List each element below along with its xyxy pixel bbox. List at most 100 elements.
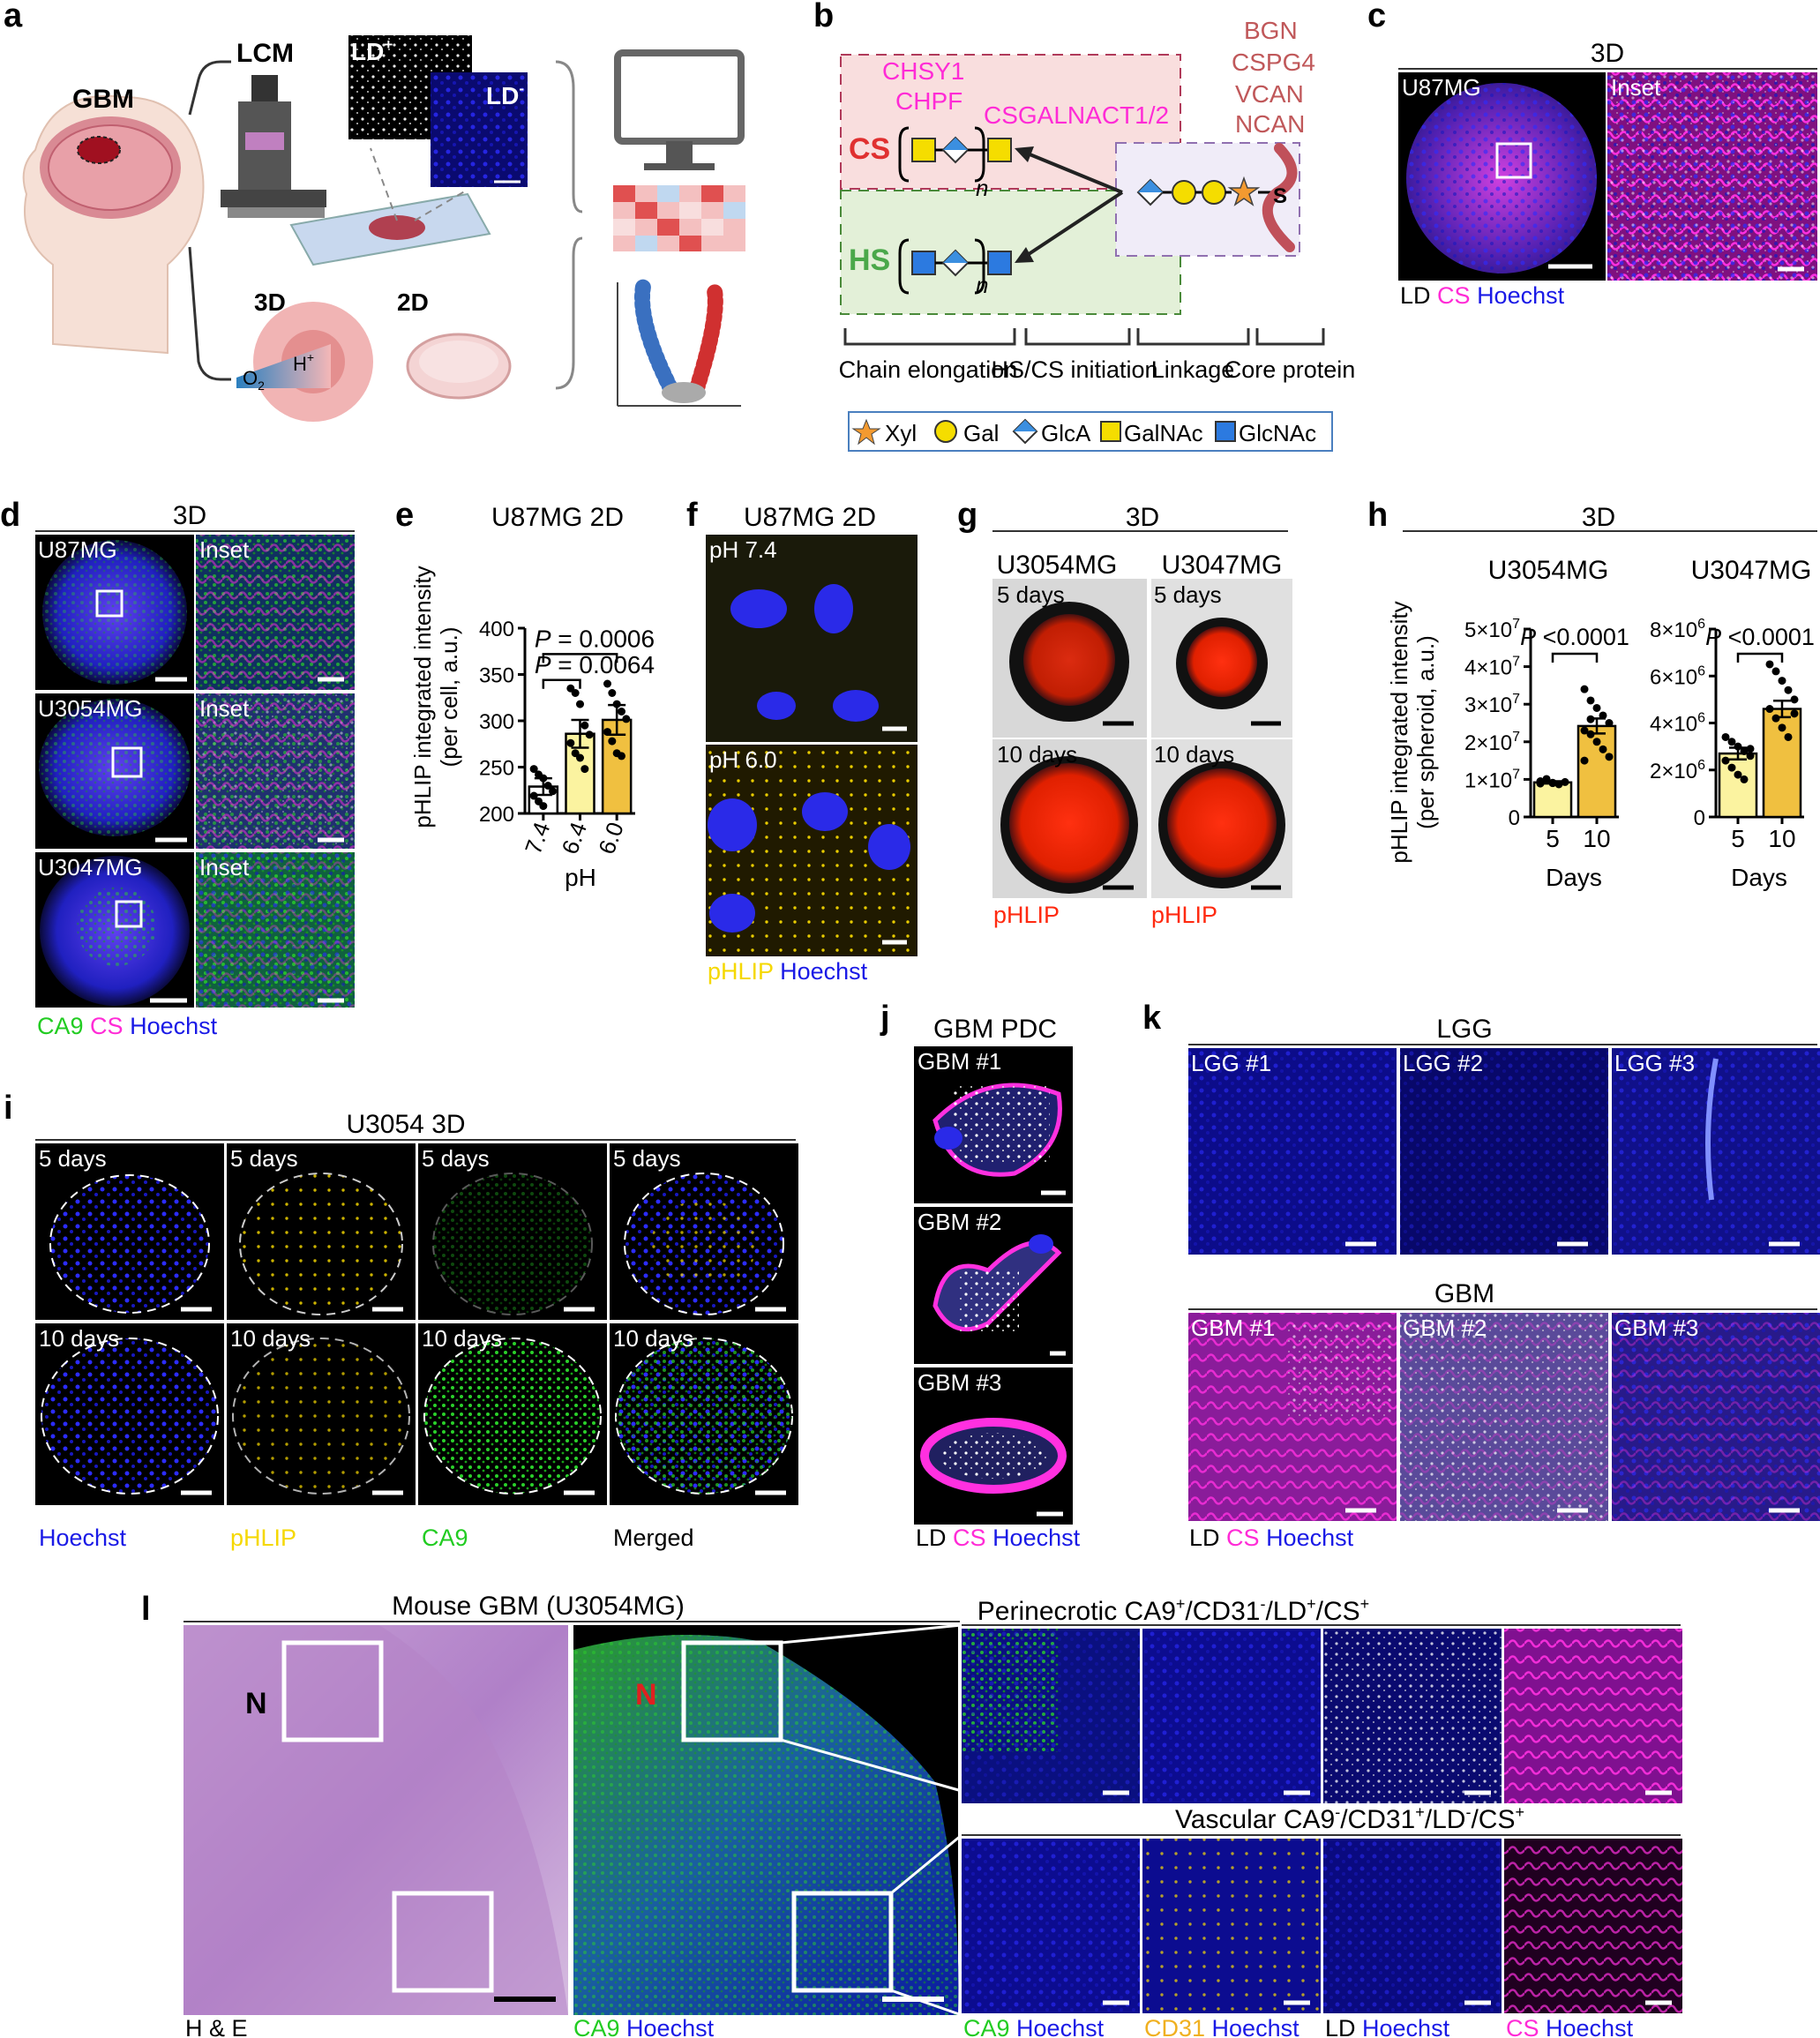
j-ld	[953, 1085, 1050, 1165]
data-point	[1580, 756, 1589, 765]
dashed-connector-2	[414, 189, 468, 221]
l-peri-ca9-texture	[962, 1629, 1140, 1803]
y-tick-label: 2×106	[1650, 758, 1705, 783]
y-tick-label: 350	[479, 664, 514, 688]
y-tick-label: 250	[479, 757, 514, 781]
data-point	[1765, 660, 1774, 669]
bar	[1532, 781, 1573, 819]
serine-s: S	[1273, 184, 1287, 208]
panel-letter-a: a	[4, 0, 23, 34]
k-gbm-1-label: GBM #1	[1191, 1315, 1275, 1341]
k-gbm-3-magenta	[1612, 1313, 1820, 1521]
section-linkage: Linkage	[1151, 356, 1235, 383]
data-point	[608, 737, 617, 746]
bracket-top	[555, 60, 583, 214]
data-point	[1580, 726, 1589, 735]
g-phlip-signal	[1187, 626, 1257, 697]
data-point	[1721, 756, 1730, 765]
cs-repeat-unit	[898, 126, 1012, 183]
chart-e: U87MG 2D pHLIP integrated intensity(per …	[409, 503, 655, 891]
significance-bracket	[1736, 652, 1784, 663]
l-he-box-bottom	[392, 1891, 494, 1993]
data-point	[539, 802, 548, 811]
panel-c: 3D U87MG Inset LD CS Hoechst	[1398, 39, 1817, 309]
i-label: 10 days	[422, 1325, 502, 1352]
k-gbm-2-label: GBM #2	[1403, 1315, 1487, 1341]
i-label: 10 days	[613, 1325, 693, 1352]
data-point	[1784, 732, 1793, 741]
d-row-2	[35, 693, 355, 849]
f-nucleus	[708, 798, 757, 851]
c-inset-ld	[1607, 72, 1817, 281]
i-label: 10 days	[230, 1325, 311, 1352]
j-row-2: GBM #2	[917, 1209, 1001, 1235]
i-label: 5 days	[230, 1145, 298, 1172]
d-row-2-label: U3054MG	[38, 695, 143, 722]
data-point	[1586, 696, 1595, 705]
f-ph60-label: pH 6.0	[709, 746, 777, 773]
three-d-label: 3D	[254, 288, 286, 316]
y-tick-label: 0	[1509, 806, 1520, 830]
hs-repeat-unit	[898, 238, 1012, 295]
panel-j: GBM PDC GBM #1 GBM #2 GBM #3 LD CS Hoech…	[914, 1015, 1081, 1551]
panel-letter-b: b	[813, 0, 834, 34]
branch-arrow-down	[188, 246, 231, 381]
i-channel-hoechst: Hoechst	[39, 1525, 127, 1551]
microscope-illustration	[221, 75, 326, 218]
hs-n: n	[976, 272, 988, 298]
legend-xyl: Xyl	[885, 420, 917, 446]
core-protein-curve	[1262, 143, 1298, 252]
data-point	[603, 728, 611, 737]
i-title: U3054 3D	[346, 1110, 465, 1139]
data-point	[543, 782, 552, 790]
panel-d-title: 3D	[173, 501, 206, 530]
section-initiation: HS/CS initiation	[991, 356, 1157, 383]
heatmap-icon	[613, 185, 745, 251]
monitor-icon	[614, 49, 745, 170]
arrowhead-hs	[1015, 247, 1034, 263]
y-tick-label: 4×107	[1464, 655, 1520, 680]
f-title: U87MG 2D	[744, 503, 876, 532]
d-row-1-inset-label: Inset	[199, 536, 250, 563]
c-legend: LD CS Hoechst	[1400, 282, 1565, 309]
data-point	[1746, 745, 1755, 753]
l-peri-cs-texture	[1504, 1629, 1682, 1803]
y-tick-label: 0	[1694, 806, 1705, 830]
section-core: Core protein	[1225, 356, 1356, 383]
g-d10-1: 10 days	[997, 741, 1077, 768]
y-tick-label: 2×107	[1464, 730, 1520, 755]
panel-b: CHSY1 CHPF CSGALNACT1/2 CS HS n n	[839, 17, 1356, 452]
legend-gal-icon	[934, 420, 957, 443]
data-point	[571, 689, 580, 697]
l-ca9-label: CA9 Hoechst	[573, 2015, 715, 2038]
g-phlip-1: pHLIP	[993, 902, 1060, 928]
p-value-label: P <0.0001	[1705, 624, 1815, 650]
l-label-ld: LD Hoechst	[1325, 2015, 1450, 2038]
f-nucleus	[730, 589, 787, 628]
d-row-3	[35, 852, 355, 1008]
panel-f: U87MG 2D pH 7.4 pH 6.0 pHLIP Hoechst	[706, 503, 917, 985]
data-point	[1740, 775, 1749, 783]
data-point	[1734, 770, 1742, 779]
panel-letter-e: e	[395, 497, 414, 534]
g-d5-2: 5 days	[1154, 581, 1222, 608]
k-gbm-1-ld	[1288, 1323, 1394, 1420]
l-vasc-ld-texture	[1323, 1839, 1502, 2013]
panel-a: GBM LCM LD+ LD- 3D 2D O2 H+	[22, 35, 745, 422]
y-tick-label: 8×106	[1650, 617, 1705, 642]
data-point	[1790, 709, 1799, 718]
chart-h2: U3047MG Days 0 2×106 4×106 6×106 8×106 5 10 P …	[1650, 556, 1815, 891]
data-point	[1746, 752, 1755, 761]
f-nucleus	[833, 690, 879, 722]
l-zoom-line	[890, 1833, 962, 1895]
data-point	[1599, 711, 1607, 720]
data-point	[1771, 667, 1780, 676]
j-title: GBM PDC	[933, 1015, 1057, 1044]
data-point	[580, 765, 589, 774]
tissue-section	[369, 215, 425, 240]
data-point	[539, 774, 548, 783]
k-lgg-title: LGG	[1436, 1015, 1492, 1044]
l-vasc-cd31-texture	[1142, 1839, 1321, 2013]
f-nucleus	[757, 692, 796, 720]
